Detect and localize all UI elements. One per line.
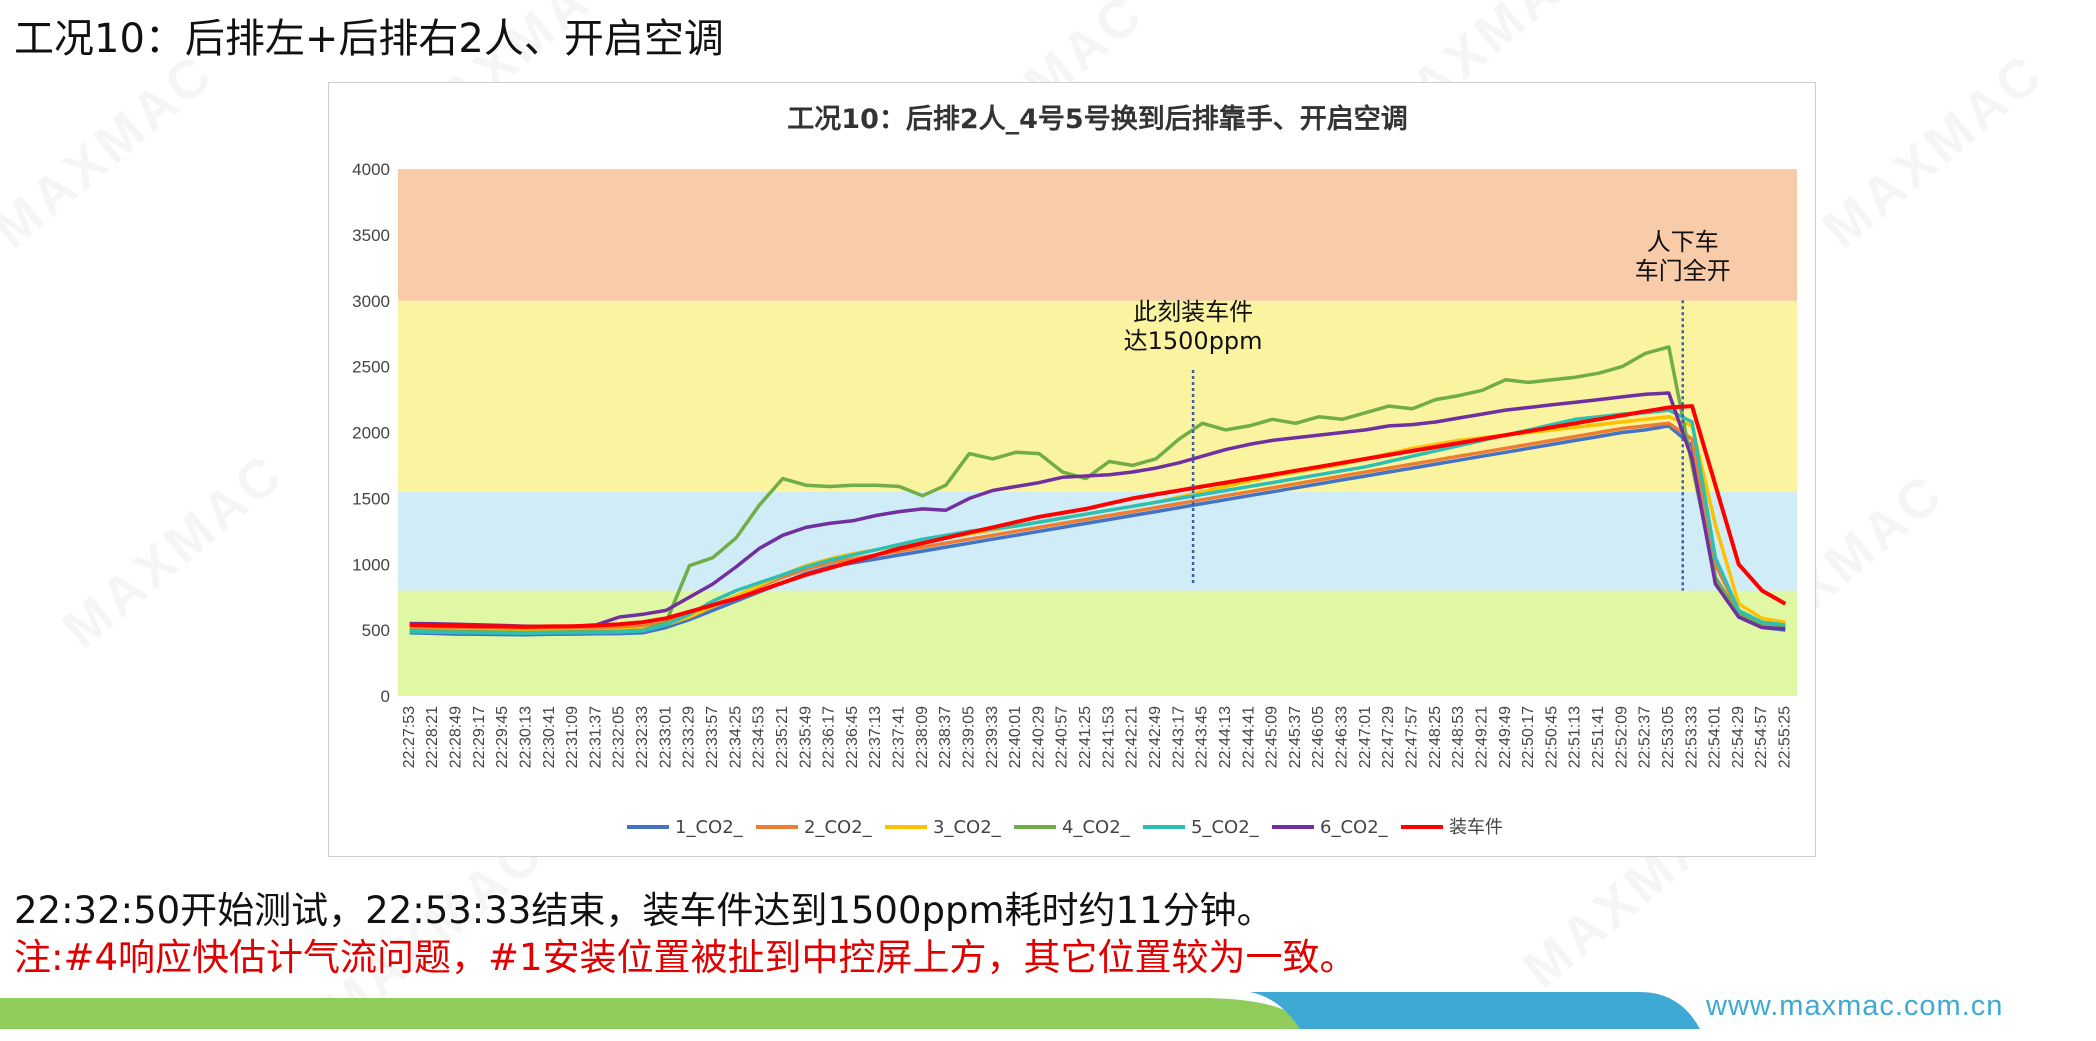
x-tick-label: 22:29:17 [471,706,488,768]
x-tick-label: 22:36:17 [821,706,838,768]
annotation-label: 达1500ppm [1124,327,1263,355]
x-tick-label: 22:42:21 [1124,706,1141,768]
y-tick-label: 2500 [352,358,390,377]
x-tick-label: 22:35:21 [774,706,791,768]
x-tick-label: 22:40:29 [1030,706,1047,768]
x-tick-label: 22:50:45 [1543,706,1560,768]
legend-label: 6_CO2_ [1320,817,1389,838]
x-tick-label: 22:45:09 [1264,706,1281,768]
x-tick-label: 22:36:45 [844,706,861,768]
x-tick-label: 22:54:01 [1707,706,1724,768]
y-tick-label: 1000 [352,555,390,574]
annotation-label: 此刻装车件 [1133,298,1253,326]
y-tick-label: 3500 [352,226,390,245]
x-tick-label: 22:44:13 [1217,706,1234,768]
x-tick-label: 22:49:21 [1473,706,1490,768]
x-tick-label: 22:34:53 [751,706,768,768]
x-tick-label: 22:52:37 [1637,706,1654,768]
x-tick-label: 22:33:57 [704,706,721,768]
watermark-text: MAXMAC [0,41,226,260]
watermark-text: MAXMAC [51,441,295,660]
x-tick-label: 22:37:41 [891,706,908,768]
x-tick-label: 22:30:13 [517,706,534,768]
band-region [398,300,1797,492]
series-line [409,404,1787,629]
chart-frame: 工况10：后排2人_4号5号换到后排靠手、开启空调 0 500 1000 1500 200… [328,82,1816,857]
x-tick-label: 22:41:25 [1077,706,1094,768]
x-tick-label: 22:48:53 [1450,706,1467,768]
watermark-text: MAXMAC [1811,41,2055,260]
x-tick-label: 22:44:41 [1240,706,1257,768]
x-tick-label: 22:42:49 [1147,706,1164,768]
x-tick-label: 22:38:09 [914,706,931,768]
x-tick-label: 22:39:05 [960,706,977,768]
x-tick-label: 22:53:33 [1683,706,1700,768]
footer-url: www.maxmac.com.cn [1706,990,2004,1022]
y-tick-label: 2000 [352,424,390,443]
x-tick-label: 22:50:17 [1520,706,1537,768]
footer-bar [0,992,1700,1029]
y-tick-label: 500 [362,621,390,640]
line-chart: 工况10：后排2人_4号5号换到后排靠手、开启空调 0 500 1000 1500 200… [352,103,1797,838]
x-tick-label: 22:49:49 [1497,706,1514,768]
note-text: 注:#4响应快估计气流问题，#1安装位置被扯到中控屏上方，其它位置较为一致。 [14,936,1357,979]
x-tick-label: 22:31:09 [564,706,581,768]
x-tick-label: 22:40:57 [1054,706,1071,768]
annotation-label: 车门全开 [1635,257,1731,285]
legend-label: 4_CO2_ [1062,817,1131,838]
series-line [409,391,1786,631]
legend-label: 1_CO2_ [675,817,744,838]
x-tick-label: 22:32:33 [634,706,651,768]
x-tick-label: 22:55:25 [1777,706,1794,768]
x-tick-label: 22:30:41 [541,706,558,768]
series-line [409,421,1786,631]
x-tick-label: 22:39:33 [984,706,1001,768]
x-tick-label: 22:46:33 [1334,706,1351,768]
legend-label: 3_CO2_ [933,817,1002,838]
x-tick-label: 22:54:57 [1753,706,1770,768]
x-tick-label: 22:43:45 [1194,706,1211,768]
x-tick-label: 22:47:29 [1380,706,1397,768]
annotation-label: 人下车 [1647,228,1719,256]
legend-label: 5_CO2_ [1191,817,1260,838]
chart-title: 工况10：后排2人_4号5号换到后排靠手、开启空调 [787,103,1407,135]
x-tick-label: 22:31:37 [587,706,604,768]
x-tick-label: 22:54:29 [1730,706,1747,768]
x-tick-label: 22:27:53 [401,706,418,768]
band-region [398,169,1797,301]
x-tick-label: 22:34:25 [727,706,744,768]
x-tick-label: 22:33:29 [681,706,698,768]
x-tick-label: 22:45:37 [1287,706,1304,768]
x-tick-label: 22:53:05 [1660,706,1677,768]
x-tick-label: 22:52:09 [1613,706,1630,768]
band-region [398,590,1797,696]
series-line [409,408,1786,636]
x-tick-label: 22:32:05 [611,706,628,768]
x-tick-label: 22:41:53 [1100,706,1117,768]
series-line [409,424,1786,637]
x-tick-label: 22:43:17 [1170,706,1187,768]
x-tick-label: 22:28:21 [424,706,441,768]
x-tick-label: 22:47:01 [1357,706,1374,768]
x-tick-label: 22:46:05 [1310,706,1327,768]
legend-label: 2_CO2_ [804,817,873,838]
x-tick-label: 22:48:25 [1427,706,1444,768]
slide-title: 工况10：后排左+后排右2人、开启空调 [14,16,724,62]
y-tick-label: 1500 [352,489,390,508]
y-tick-label: 4000 [352,160,390,179]
summary-text: 22:32:50开始测试，22:53:33结束，装车件达到1500ppm耗时约1… [14,889,1274,932]
x-tick-label: 22:35:49 [797,706,814,768]
y-tick-label: 3000 [352,292,390,311]
x-tick-label: 22:38:37 [937,706,954,768]
x-tick-label: 22:51:13 [1567,706,1584,768]
x-tick-label: 22:37:13 [867,706,884,768]
x-tick-label: 22:47:57 [1403,706,1420,768]
y-tick-label: 0 [381,687,390,706]
legend-label: 装车件 [1449,817,1503,838]
x-tick-label: 22:29:45 [494,706,511,768]
x-tick-label: 22:28:49 [448,706,465,768]
x-tick-label: 22:51:41 [1590,706,1607,768]
x-tick-label: 22:40:01 [1007,706,1024,768]
x-tick-label: 22:33:01 [657,706,674,768]
